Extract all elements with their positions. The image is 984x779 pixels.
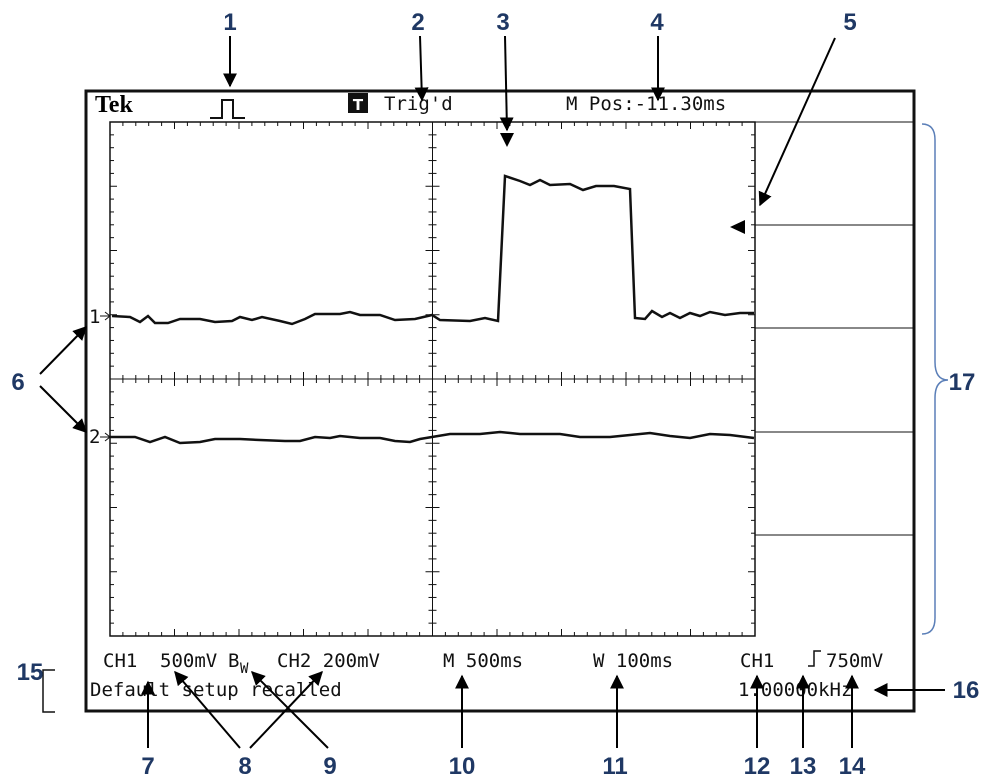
bandwidth: B — [228, 650, 239, 672]
ch-arrows — [100, 312, 110, 441]
ch1-scale: 500mV — [160, 650, 217, 672]
callout-number: 3 — [496, 9, 509, 36]
callout-number: 8 — [238, 753, 251, 779]
callout-number: 1 — [223, 9, 236, 36]
main-timebase: M 500ms — [443, 650, 523, 672]
trigger-source: CH1 — [740, 650, 774, 672]
callout-number: 4 — [650, 9, 664, 36]
callout-number: 15 — [17, 659, 44, 686]
trigger-position-marker — [500, 133, 514, 147]
bandwidth-sub: W — [240, 661, 249, 677]
callout-number: 6 — [11, 369, 24, 396]
trigger-level-marker — [730, 220, 745, 234]
ch2-scale: CH2 200mV — [277, 650, 380, 672]
callout-number: 5 — [843, 9, 856, 36]
callout-arrows — [40, 36, 948, 748]
callout-number: 2 — [411, 9, 424, 36]
callout-number: 12 — [744, 753, 771, 779]
callout-number: 17 — [949, 369, 976, 396]
menu-area — [755, 122, 914, 535]
ch2-marker: 2 — [89, 426, 100, 448]
trigger-status: Trig'd — [384, 93, 453, 115]
ch1-label: CH1 — [103, 650, 137, 672]
callout-number: 10 — [449, 753, 476, 779]
diagram: Tek T Trig'd M Pos:-11.30ms 1 2 CH1 500m… — [0, 0, 984, 779]
callout-number: 11 — [602, 753, 627, 779]
position: M Pos:-11.30ms — [566, 93, 726, 115]
trigger-slope — [808, 651, 821, 666]
callout-number: 13 — [790, 753, 817, 779]
badge: T — [353, 96, 364, 114]
callout-number: 14 — [839, 753, 866, 779]
frequency: 1.00000kHz — [738, 679, 852, 701]
screen-border — [86, 91, 914, 711]
callout-number: 9 — [323, 753, 336, 779]
window-timebase: W 100ms — [593, 650, 673, 672]
callout-number: 7 — [141, 753, 154, 779]
trigger-level: 750mV — [826, 650, 883, 672]
callout-number: 16 — [953, 677, 980, 704]
acquisition-icon — [210, 100, 245, 118]
brand: Tek — [95, 92, 133, 118]
ch1-marker: 1 — [89, 306, 100, 328]
